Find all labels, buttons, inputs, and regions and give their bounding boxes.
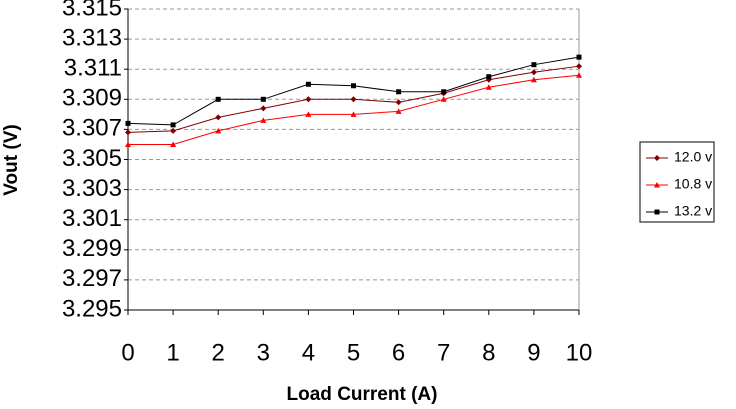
x-tick-label: 1 (166, 339, 179, 366)
x-tick-label: 7 (437, 339, 450, 366)
marker (260, 117, 267, 123)
x-tick-label: 3 (257, 339, 270, 366)
y-tick-label: 3.297 (62, 265, 122, 292)
x-tick-label: 0 (121, 339, 134, 366)
y-tick-label: 3.311 (64, 55, 122, 82)
x-tick-label: 10 (566, 339, 593, 366)
legend-label: 10.8 v (674, 176, 712, 192)
marker (530, 69, 537, 76)
legend-label: 13.2 v (674, 203, 712, 219)
marker (395, 99, 402, 106)
marker (531, 62, 537, 68)
y-axis-title: Vout (V) (1, 124, 22, 195)
marker (215, 96, 221, 102)
marker (170, 127, 177, 134)
marker (125, 120, 131, 126)
x-tick-label: 6 (392, 339, 405, 366)
legend-box (639, 141, 715, 223)
marker (486, 74, 492, 80)
legend-label: 12.0 v (674, 149, 712, 165)
y-tick-label: 3.315 (62, 0, 122, 21)
y-tick-label: 3.309 (62, 85, 122, 112)
marker (395, 108, 402, 114)
marker (215, 127, 222, 134)
marker (485, 84, 492, 90)
x-tick-label: 4 (302, 339, 315, 366)
marker (215, 114, 222, 121)
marker (260, 105, 267, 112)
marker (654, 209, 660, 215)
marker (350, 96, 357, 103)
marker (305, 96, 312, 103)
marker (576, 54, 582, 60)
marker (441, 89, 447, 95)
marker (350, 111, 357, 117)
marker (576, 63, 582, 70)
y-tick-label: 3.299 (62, 235, 122, 262)
x-axis-title: Load Current (A) (287, 384, 438, 405)
x-tick-label: 9 (527, 339, 540, 366)
y-tick-label: 3.301 (62, 205, 122, 232)
marker (125, 129, 131, 136)
y-tick-label: 3.313 (62, 24, 122, 51)
y-tick-label: 3.303 (62, 175, 122, 202)
marker (170, 122, 176, 128)
x-tick-label: 5 (347, 339, 360, 366)
x-tick-label: 8 (482, 339, 495, 366)
marker (305, 111, 312, 117)
marker (396, 89, 402, 95)
marker (305, 81, 311, 87)
y-tick-label: 3.295 (62, 295, 122, 322)
marker (125, 141, 131, 147)
marker (170, 141, 177, 147)
marker (351, 83, 356, 89)
marker (654, 182, 660, 188)
y-tick-label: 3.305 (62, 145, 122, 172)
marker (260, 96, 266, 102)
x-tick-label: 2 (212, 339, 225, 366)
marker (440, 96, 447, 102)
marker (654, 155, 660, 161)
y-tick-label: 3.307 (62, 115, 122, 142)
marker (576, 72, 582, 78)
marker (530, 76, 537, 83)
